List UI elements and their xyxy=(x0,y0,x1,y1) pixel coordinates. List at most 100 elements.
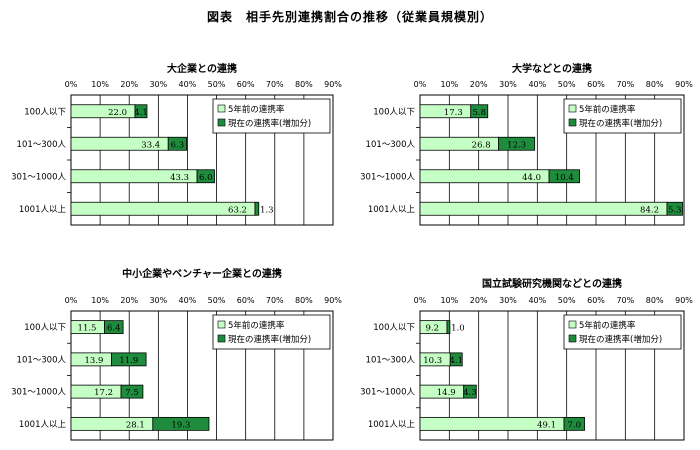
chart-2-tick-label-7: 70% xyxy=(616,80,634,89)
chart-3-title: 中小企業やベンチャー企業との連携 xyxy=(122,267,282,280)
chart-3-bar-increase-1 xyxy=(111,352,147,367)
chart-1-tick-label-3: 30% xyxy=(149,80,167,89)
chart-3-tick-label-3: 30% xyxy=(149,296,167,305)
chart-1-value-label-increase-3: 1.3 xyxy=(260,205,274,215)
figure-title: 図表 相手先別連携割合の推移（従業員規模別） xyxy=(206,10,493,24)
chart-2-tick-label-5: 50% xyxy=(558,80,576,89)
chart-1-value-label-increase-0: 4.1 xyxy=(134,108,148,118)
chart-4-tick-label-8: 80% xyxy=(646,296,664,305)
chart-4-title: 国立試験研究機関などとの連携 xyxy=(482,277,622,290)
chart-4-bar-increase-1 xyxy=(449,352,463,367)
chart-4-value-label-increase-3: 7.0 xyxy=(568,420,582,430)
chart-2-value-label-past-2: 44.0 xyxy=(522,173,541,183)
chart-1-bar-increase-0 xyxy=(134,104,148,119)
chart-4-value-label-increase-1: 4.1 xyxy=(449,356,463,366)
chart-3-tick-label-5: 50% xyxy=(208,296,226,305)
chart-3-tick-label-7: 70% xyxy=(266,296,284,305)
chart-2-value-label-increase-2: 10.4 xyxy=(555,173,574,183)
chart-1-value-label-past-2: 43.3 xyxy=(170,173,189,183)
chart-1-tick-label-9: 90% xyxy=(324,80,342,89)
chart-4-category-label-0: 100人以下 xyxy=(373,323,415,333)
chart-4-category-label-1: 101～300人 xyxy=(366,355,416,365)
chart-1-legend-frame xyxy=(212,98,331,134)
chart-1-tick-label-0: 0% xyxy=(65,80,78,89)
chart-1-tick-label-2: 20% xyxy=(120,80,138,89)
chart-1-category-label-2: 301～1000人 xyxy=(11,172,66,182)
chart-3-legend-label-0: 5年前の連携率 xyxy=(228,320,285,331)
chart-4-value-label-past-2: 14.9 xyxy=(437,388,456,398)
chart-1-value-label-past-0: 22.0 xyxy=(108,108,127,118)
chart-2-value-label-increase-0: 5.8 xyxy=(472,108,486,118)
chart-2-value-label-increase-3: 5.3 xyxy=(668,205,682,215)
chart-2-tick-label-0: 0% xyxy=(414,80,427,89)
chart-3-tick-label-1: 10% xyxy=(91,296,109,305)
chart-4-tick-label-2: 20% xyxy=(470,296,488,305)
chart-3-tick-label-8: 80% xyxy=(295,296,313,305)
chart-4-tick-label-5: 50% xyxy=(558,296,576,305)
chart-3-value-label-past-3: 28.1 xyxy=(126,420,145,430)
chart-4-legend-label-1: 現在の連携率(増加分) xyxy=(579,334,662,345)
chart-2-bar-increase-0 xyxy=(470,104,489,119)
chart-1-value-label-increase-1: 6.3 xyxy=(171,140,185,150)
chart-1-bar-increase-3 xyxy=(254,201,260,216)
chart-3-value-label-past-1: 13.9 xyxy=(85,356,104,366)
chart-2-tick-label-8: 80% xyxy=(646,80,664,89)
chart-3-value-label-past-0: 11.5 xyxy=(78,324,97,334)
chart-3-tick-label-0: 0% xyxy=(65,296,78,305)
chart-2-value-label-past-1: 26.8 xyxy=(472,140,491,150)
chart-1-tick-label-4: 40% xyxy=(179,80,197,89)
chart-3-tick-label-4: 40% xyxy=(179,296,197,305)
chart-2-legend-label-0: 5年前の連携率 xyxy=(579,104,636,115)
chart-3-category-label-0: 100人以下 xyxy=(24,323,66,333)
chart-1-value-label-increase-2: 6.0 xyxy=(199,173,213,183)
chart-3-tick-label-2: 20% xyxy=(120,296,138,305)
chart-3-value-label-increase-2: 7.5 xyxy=(125,388,139,398)
chart-1-value-label-past-1: 33.4 xyxy=(141,140,160,150)
chart-2-bar-past-3 xyxy=(419,201,668,216)
chart-3-value-label-increase-3: 19.3 xyxy=(171,420,190,430)
chart-3-tick-label-6: 60% xyxy=(237,296,255,305)
chart-3-bar-increase-3 xyxy=(152,416,210,431)
chart-4-tick-label-7: 70% xyxy=(616,296,634,305)
chart-3-legend-label-1: 現在の連携率(増加分) xyxy=(228,334,311,345)
chart-2-tick-label-9: 90% xyxy=(675,80,693,89)
chart-1-bar-increase-2 xyxy=(196,169,215,184)
chart-1-tick-label-1: 10% xyxy=(91,80,109,89)
chart-2-category-label-2: 301～1000人 xyxy=(360,172,415,182)
chart-4-value-label-increase-0: 1.0 xyxy=(451,324,465,334)
chart-4-value-label-past-1: 10.3 xyxy=(423,356,442,366)
chart-4-tick-label-6: 60% xyxy=(587,296,605,305)
chart-2-tick-label-6: 60% xyxy=(587,80,605,89)
chart-4-legend-label-0: 5年前の連携率 xyxy=(579,320,636,331)
chart-2-category-label-1: 101～300人 xyxy=(366,140,416,150)
chart-2-legend-swatch-1 xyxy=(568,118,577,127)
chart-2-legend-swatch-0 xyxy=(568,104,577,113)
chart-4-value-label-past-0: 9.2 xyxy=(425,324,439,334)
chart-4-bar-increase-3 xyxy=(563,416,585,431)
chart-2-tick-label-1: 10% xyxy=(440,80,458,89)
chart-2-legend-label-1: 現在の連携率(増加分) xyxy=(579,118,662,129)
chart-3-legend-swatch-1 xyxy=(217,334,226,343)
chart-3-bar-increase-2 xyxy=(120,384,144,399)
chart-4-value-label-past-3: 49.1 xyxy=(537,420,556,430)
chart-1-legend-swatch-1 xyxy=(217,118,226,127)
chart-1-title: 大企業との連携 xyxy=(167,62,237,75)
chart-2-tick-label-4: 40% xyxy=(528,80,546,89)
chart-4-bar-increase-0 xyxy=(446,320,451,335)
chart-2-title: 大学などとの連携 xyxy=(512,62,592,75)
chart-2-category-label-3: 1001人以上 xyxy=(368,205,416,215)
chart-2-bar-increase-2 xyxy=(548,169,580,184)
chart-4-category-label-2: 301～1000人 xyxy=(360,388,415,398)
chart-1-tick-label-5: 50% xyxy=(208,80,226,89)
chart-1-bar-increase-1 xyxy=(167,136,187,151)
chart-1-category-label-0: 100人以下 xyxy=(24,107,66,117)
chart-4-value-label-increase-2: 4.3 xyxy=(463,388,477,398)
chart-4-legend-swatch-1 xyxy=(568,334,577,343)
chart-2-value-label-past-0: 17.3 xyxy=(444,108,463,118)
chart-2-value-label-past-3: 84.2 xyxy=(640,205,659,215)
chart-4-bar-increase-2 xyxy=(463,384,477,399)
chart-2-tick-label-3: 30% xyxy=(499,80,517,89)
chart-2-tick-label-2: 20% xyxy=(470,80,488,89)
chart-4-legend-frame xyxy=(563,314,682,350)
chart-1-tick-label-6: 60% xyxy=(237,80,255,89)
